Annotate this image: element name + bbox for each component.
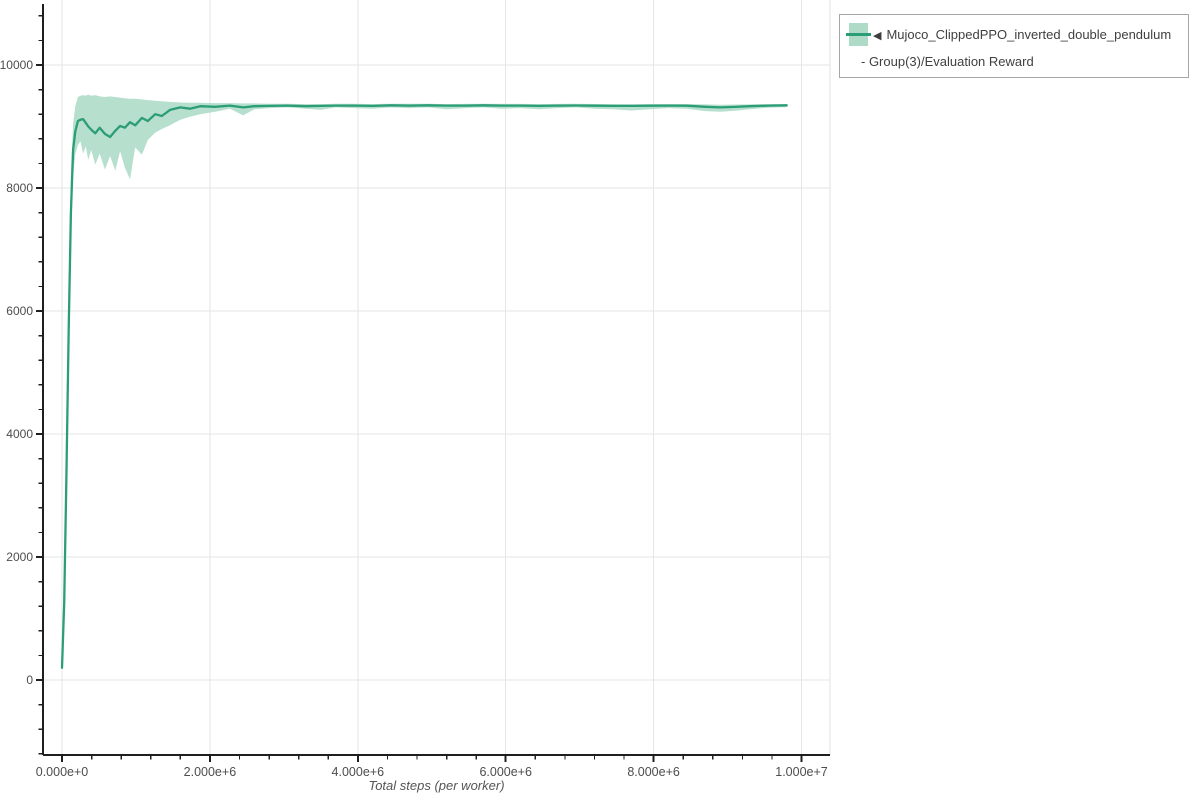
y-tick-label: 2000 [6, 550, 33, 564]
y-tick-label: 6000 [6, 304, 33, 318]
axes [36, 4, 830, 762]
x-axis-title: Total steps (per worker) [368, 778, 505, 793]
series-confidence-band [62, 94, 787, 673]
y-tick-label: 10000 [0, 58, 33, 72]
collapse-arrow-icon: ◀ [873, 30, 882, 42]
mean-line [60, 104, 788, 669]
x-tick-label: 2.000e+6 [184, 765, 237, 779]
x-tick-label: 0.000e+0 [36, 765, 89, 779]
legend-item-evaluation-reward[interactable]: ◀ Mujoco_ClippedPPO_inverted_double_pendu… [846, 22, 1179, 74]
x-tick-label: 4.000e+6 [332, 765, 385, 779]
confidence-band [62, 94, 787, 673]
x-tick-label: 6.000e+6 [479, 765, 532, 779]
y-tick-label: 8000 [6, 181, 33, 195]
series-mean-line [60, 104, 788, 669]
x-tick-label: 1.000e+7 [775, 765, 828, 779]
legend: ◀ Mujoco_ClippedPPO_inverted_double_pendu… [839, 14, 1189, 78]
series-line-icon [846, 33, 871, 36]
y-tick-label: 4000 [6, 427, 33, 441]
x-tick-label: 8.000e+6 [627, 765, 680, 779]
series-swatch-icon [846, 23, 871, 46]
legend-label: Mujoco_ClippedPPO_inverted_double_pendul… [861, 27, 1172, 69]
y-tick-label: 0 [26, 673, 33, 687]
gridlines [43, 0, 831, 755]
tick-labels: 0.000e+0 2.000e+6 4.000e+6 6.000e+6 8.000e+6… [0, 58, 828, 779]
